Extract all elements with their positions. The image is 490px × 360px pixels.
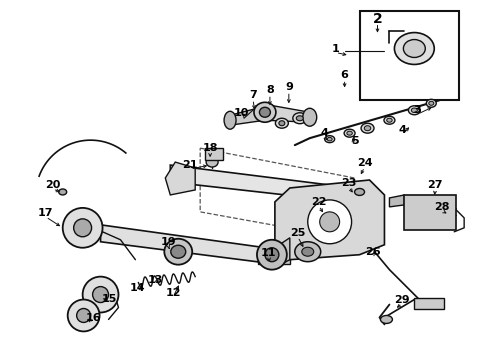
Text: 4: 4 [321, 128, 329, 138]
Ellipse shape [380, 315, 392, 323]
Text: 20: 20 [45, 180, 60, 190]
Ellipse shape [364, 126, 371, 131]
Text: 10: 10 [233, 108, 249, 118]
Text: 27: 27 [427, 180, 443, 190]
Ellipse shape [325, 136, 335, 143]
Ellipse shape [412, 108, 417, 113]
Polygon shape [265, 104, 310, 122]
Text: 8: 8 [266, 85, 274, 95]
Polygon shape [390, 195, 404, 207]
Text: 14: 14 [129, 283, 145, 293]
Circle shape [63, 208, 102, 248]
Ellipse shape [347, 131, 352, 135]
Bar [404, 195, 456, 230]
Circle shape [83, 276, 119, 312]
Ellipse shape [279, 121, 285, 126]
Ellipse shape [344, 129, 355, 137]
Ellipse shape [384, 116, 395, 124]
Text: 23: 23 [341, 178, 356, 188]
Text: 6: 6 [341, 71, 348, 80]
Ellipse shape [206, 157, 218, 167]
Polygon shape [171, 165, 330, 200]
Ellipse shape [265, 248, 279, 262]
Circle shape [76, 309, 91, 323]
Text: 11: 11 [261, 248, 277, 258]
Polygon shape [275, 238, 290, 268]
Text: 12: 12 [166, 288, 181, 298]
Text: 16: 16 [86, 314, 101, 324]
Ellipse shape [164, 239, 192, 265]
Ellipse shape [275, 118, 288, 128]
Circle shape [68, 300, 99, 332]
Ellipse shape [257, 240, 287, 270]
Ellipse shape [355, 189, 365, 195]
Ellipse shape [327, 138, 332, 141]
Ellipse shape [361, 123, 374, 133]
Polygon shape [165, 162, 195, 195]
Circle shape [319, 212, 340, 232]
Text: 15: 15 [102, 293, 117, 303]
Ellipse shape [296, 116, 303, 121]
Bar [360, 11, 459, 100]
Ellipse shape [171, 245, 186, 258]
Circle shape [308, 200, 352, 244]
Ellipse shape [303, 108, 317, 126]
Text: 19: 19 [161, 237, 176, 247]
Bar [415, 298, 444, 310]
Text: 21: 21 [182, 160, 198, 170]
Text: 25: 25 [290, 228, 305, 238]
Circle shape [74, 219, 92, 237]
Text: 3: 3 [414, 105, 421, 115]
Text: 29: 29 [394, 294, 410, 305]
Ellipse shape [387, 118, 392, 122]
Text: 2: 2 [372, 12, 382, 26]
Text: 5: 5 [351, 136, 358, 146]
Text: 7: 7 [249, 90, 257, 100]
Ellipse shape [224, 111, 236, 129]
Polygon shape [258, 248, 290, 264]
Ellipse shape [394, 32, 434, 64]
Ellipse shape [293, 113, 307, 124]
Bar [205, 148, 223, 160]
Ellipse shape [295, 242, 321, 262]
Text: 18: 18 [202, 143, 218, 153]
Text: 1: 1 [332, 44, 340, 54]
Ellipse shape [429, 101, 434, 105]
Text: 9: 9 [285, 82, 293, 93]
Polygon shape [100, 225, 280, 265]
Ellipse shape [408, 106, 420, 115]
Polygon shape [275, 180, 385, 260]
Ellipse shape [403, 40, 425, 58]
Polygon shape [230, 106, 265, 125]
Ellipse shape [259, 107, 270, 117]
Circle shape [93, 287, 108, 302]
Ellipse shape [59, 189, 67, 195]
Text: 22: 22 [311, 197, 326, 207]
Text: 13: 13 [147, 275, 163, 285]
Text: 24: 24 [357, 158, 372, 168]
Ellipse shape [426, 99, 436, 107]
Text: 4: 4 [398, 125, 406, 135]
Ellipse shape [254, 102, 276, 122]
Text: 26: 26 [365, 247, 380, 257]
Text: 28: 28 [435, 202, 450, 212]
Text: 17: 17 [38, 208, 53, 218]
Ellipse shape [302, 247, 314, 256]
